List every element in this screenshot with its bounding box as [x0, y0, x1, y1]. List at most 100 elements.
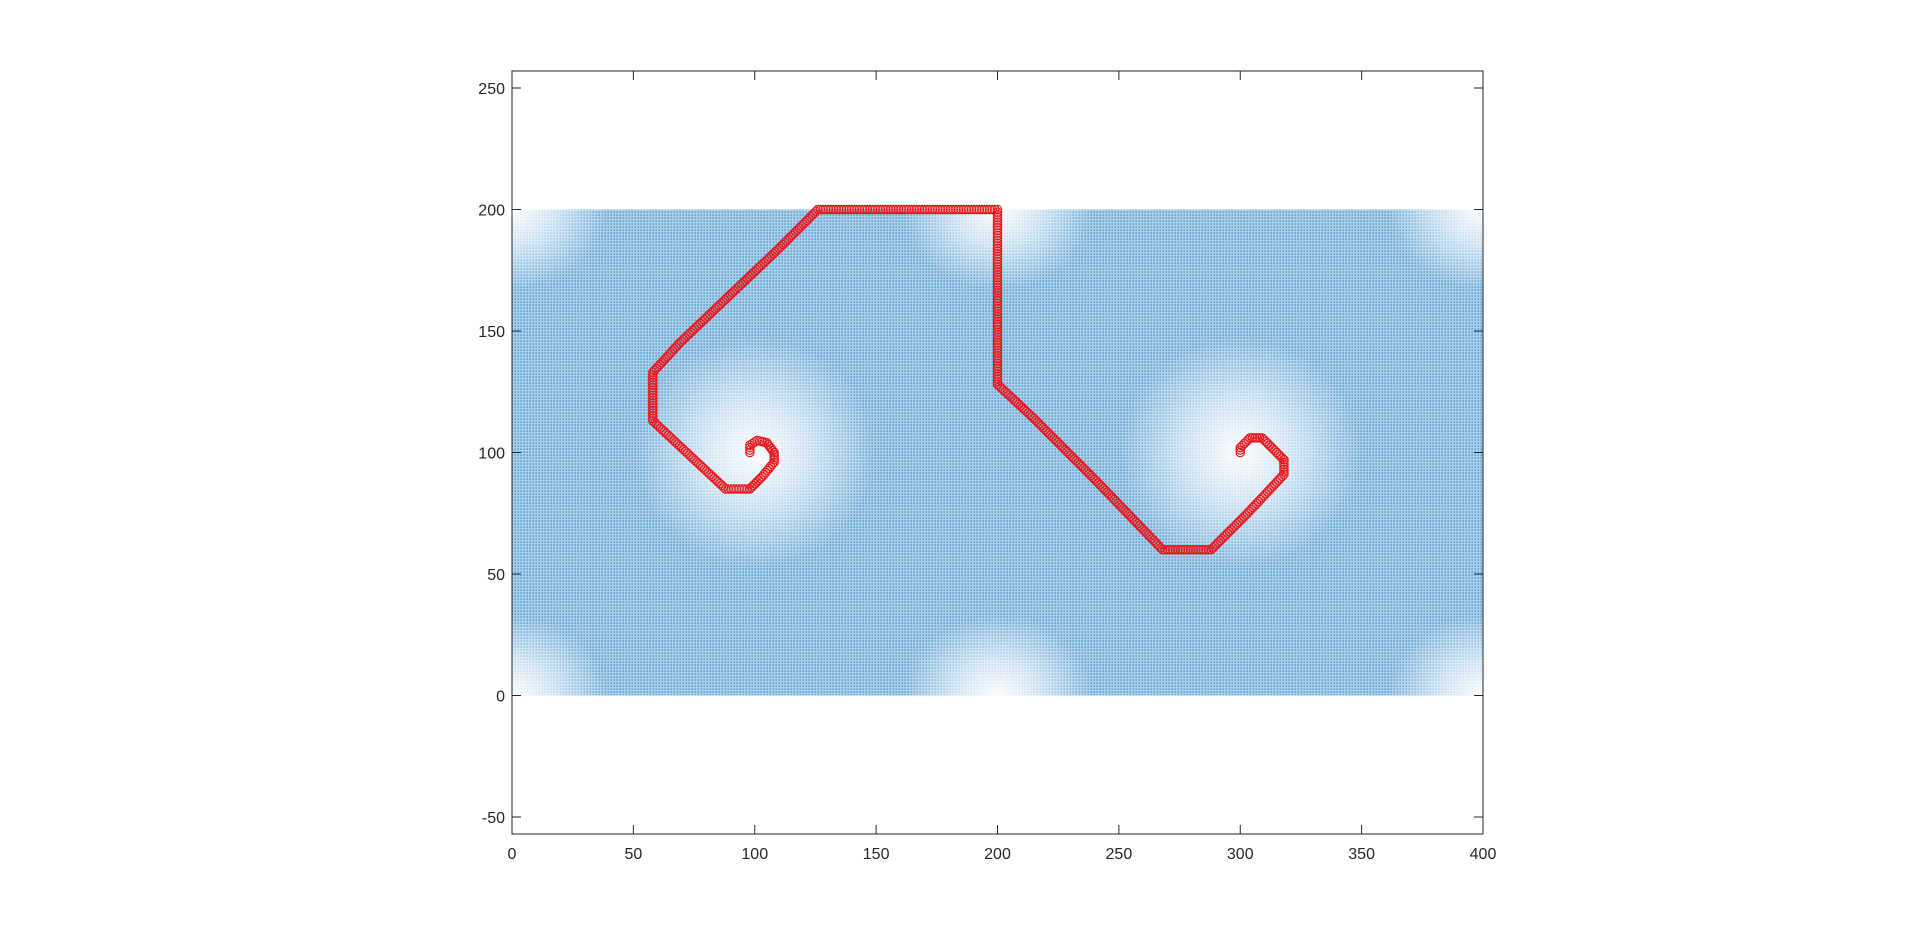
y-tick-label: 0	[496, 688, 505, 705]
trajectory-point	[880, 204, 891, 215]
trajectory-point	[992, 322, 1003, 332]
trajectory-point	[935, 204, 945, 215]
trajectory-point	[992, 249, 1003, 259]
trajectory-point	[992, 356, 1003, 366]
trajectory-point	[752, 477, 762, 487]
x-tick-label: 100	[741, 846, 768, 863]
trajectory-point	[966, 204, 977, 215]
trajectory-point	[992, 230, 1003, 241]
trajectory-point	[964, 204, 974, 215]
trajectory-point	[1165, 544, 1175, 555]
trajectory-point	[992, 262, 1003, 272]
trajectory-point	[992, 233, 1003, 243]
trajectory-point	[1162, 544, 1173, 555]
trajectory-point	[815, 204, 826, 215]
trajectory-point	[992, 364, 1003, 374]
trajectory-point	[870, 204, 880, 215]
trajectory-point	[992, 340, 1003, 351]
trajectory-point	[992, 251, 1003, 262]
trajectory-point	[1183, 544, 1193, 555]
trajectory-point	[992, 369, 1003, 379]
trajectory-point	[982, 204, 992, 215]
trajectory-point	[932, 204, 943, 215]
trajectory-point	[648, 411, 658, 421]
trajectory-point	[648, 372, 658, 383]
trajectory-point	[992, 348, 1003, 358]
trajectory-point	[648, 405, 658, 416]
trajectory-point	[1170, 544, 1181, 555]
trajectory-point	[749, 437, 760, 447]
trajectory-point	[846, 204, 857, 215]
trajectory-point	[859, 204, 870, 215]
trajectory-point	[831, 204, 841, 215]
trajectory-point	[1198, 544, 1209, 555]
trajectory-point	[922, 204, 932, 215]
trajectory-point	[992, 212, 1003, 223]
trajectory-point	[938, 204, 948, 215]
x-tick-label: 0	[508, 846, 517, 863]
trajectory-point	[745, 447, 755, 458]
trajectory-point	[992, 241, 1003, 251]
trajectory-point	[746, 482, 757, 492]
trajectory-point	[992, 209, 1003, 220]
trajectory-point	[1279, 462, 1289, 472]
trajectory-point	[992, 264, 1003, 275]
trajectory-point	[648, 390, 658, 401]
trajectory-point	[769, 450, 779, 460]
y-tick-label: 150	[478, 324, 505, 341]
trajectory-point	[1173, 544, 1183, 555]
x-axis: 0 50 100 150 200 250 300 350 400	[508, 71, 1497, 863]
x-tick-label: 150	[863, 846, 890, 863]
trajectory-point	[951, 204, 961, 215]
trajectory-point	[992, 374, 1003, 384]
trajectory-point	[1277, 471, 1287, 482]
trajectory-point	[833, 204, 844, 215]
trajectory-point	[992, 236, 1003, 246]
trajectory-point	[969, 204, 979, 215]
trajectory-point	[1160, 544, 1170, 555]
trajectory-point	[992, 337, 1003, 348]
trajectory-point	[992, 353, 1003, 364]
trajectory-point	[1259, 434, 1269, 445]
trajectory-point	[813, 204, 823, 215]
trajectory-point	[919, 204, 930, 215]
x-tick-label: 400	[1470, 846, 1497, 863]
trajectory-point	[992, 280, 1003, 290]
trajectory-point	[648, 377, 658, 388]
trajectory-point	[1185, 544, 1196, 555]
trajectory-point	[867, 204, 878, 215]
trajectory-point	[844, 204, 854, 215]
trajectory-point	[886, 204, 896, 215]
trajectory-point	[992, 204, 1003, 215]
trajectory-point	[992, 290, 1003, 301]
trajectory-point	[1157, 544, 1168, 555]
trajectory-point	[1252, 433, 1262, 443]
trajectory-point	[1254, 433, 1265, 443]
trajectory-point	[992, 319, 1003, 330]
trajectory-point	[1156, 543, 1166, 553]
trajectory-point	[852, 204, 862, 215]
trajectory-point	[893, 204, 904, 215]
trajectory-point	[648, 400, 658, 411]
trajectory-point	[862, 204, 873, 215]
trajectory-point	[1279, 469, 1289, 480]
trajectory-point	[899, 204, 909, 215]
trajectory-point	[992, 272, 1003, 283]
trajectory-point	[857, 204, 867, 215]
trajectory-point	[992, 275, 1003, 285]
trajectory-point	[987, 204, 998, 215]
vector-field	[512, 209, 1483, 696]
trajectory-point	[750, 478, 760, 489]
trajectory-point	[878, 204, 888, 215]
trajectory-point	[648, 395, 658, 406]
trajectory-point	[818, 204, 828, 215]
trajectory-point	[888, 204, 899, 215]
trajectory-point	[836, 204, 847, 215]
trajectory-point	[820, 204, 831, 215]
trajectory-series	[648, 204, 1289, 555]
trajectory-point	[992, 361, 1003, 371]
trajectory-point	[1201, 544, 1211, 555]
trajectory-point	[992, 270, 1003, 280]
x-tick-label: 350	[1348, 846, 1375, 863]
